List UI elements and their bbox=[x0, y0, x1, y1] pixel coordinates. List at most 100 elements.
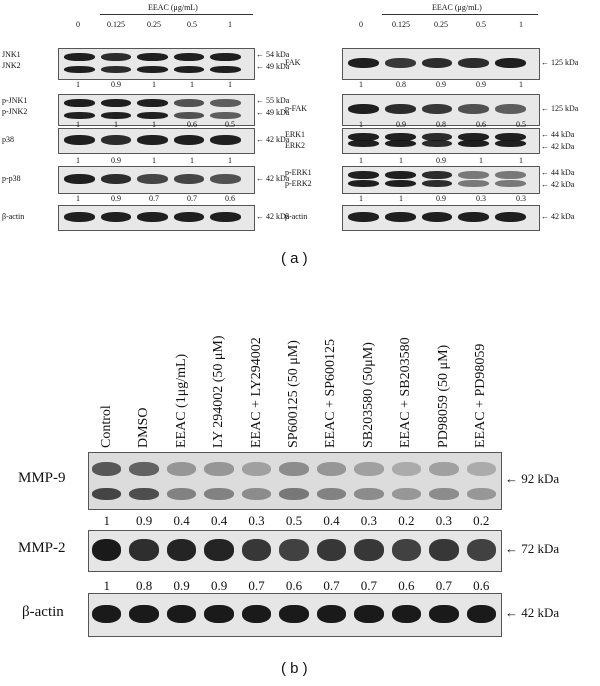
b-density-value: 0.9 bbox=[136, 513, 153, 528]
right-band bbox=[458, 140, 490, 147]
right-eeac-header: EEAC (μg/mL) bbox=[432, 3, 482, 12]
b-lane-label: EEAC + SB203580 bbox=[398, 337, 414, 448]
b-density-value: 0.2 bbox=[473, 513, 490, 528]
left-density-value: 1 bbox=[114, 120, 118, 129]
right-row-label: FAK bbox=[285, 58, 301, 67]
right-density-value: 1 bbox=[359, 194, 363, 203]
right-marker: ← 42 kDa bbox=[541, 142, 575, 151]
b-density-value: 0.7 bbox=[323, 578, 340, 593]
left-lane-header: 1 bbox=[228, 20, 232, 29]
left-density-value: 1 bbox=[76, 194, 80, 203]
b-density-value: 0.4 bbox=[173, 513, 190, 528]
left-density-value: 0.5 bbox=[225, 120, 235, 129]
b-band bbox=[466, 605, 496, 623]
right-row-label: ERK2 bbox=[285, 141, 305, 150]
b-band bbox=[166, 539, 197, 561]
right-row-label: p-ERK2 bbox=[285, 179, 312, 188]
left-band bbox=[173, 112, 205, 119]
right-band bbox=[384, 171, 416, 179]
left-band bbox=[64, 112, 95, 119]
left-density-value: 0.9 bbox=[111, 194, 121, 203]
b-band bbox=[429, 462, 459, 476]
b-density-value: 0.6 bbox=[285, 578, 303, 593]
b-lane-label: Control bbox=[98, 405, 114, 448]
b-band bbox=[204, 539, 234, 561]
b-band bbox=[391, 488, 422, 500]
right-band bbox=[495, 180, 526, 187]
b-band bbox=[241, 462, 272, 476]
right-lane-header: 0.25 bbox=[434, 20, 448, 29]
right-band bbox=[348, 133, 379, 141]
right-marker: ← 44 kDa bbox=[541, 130, 575, 139]
b-band bbox=[129, 462, 159, 476]
b-band bbox=[316, 605, 347, 623]
right-band bbox=[421, 104, 453, 114]
left-eeac-header: EEAC (μg/mL) bbox=[148, 3, 198, 12]
right-band bbox=[348, 212, 379, 222]
b-band bbox=[166, 488, 197, 500]
left-row-label: p-p38 bbox=[2, 174, 21, 183]
right-band bbox=[348, 171, 379, 179]
left-band bbox=[210, 99, 241, 107]
right-density-value: 0.3 bbox=[516, 194, 526, 203]
b-density-value: 0.5 bbox=[285, 513, 303, 528]
left-density-value: 1 bbox=[152, 120, 156, 129]
right-band bbox=[421, 133, 453, 141]
b-band bbox=[316, 539, 347, 561]
right-band bbox=[421, 140, 453, 147]
b-density-value: 0.4 bbox=[210, 513, 228, 528]
left-band bbox=[64, 212, 95, 222]
right-density-value: 0.8 bbox=[436, 120, 446, 129]
right-density-value: 0.8 bbox=[396, 80, 406, 89]
right-band bbox=[421, 171, 453, 179]
left-density-value: 0.9 bbox=[111, 80, 121, 89]
left-density-value: 1 bbox=[152, 156, 156, 165]
b-band bbox=[391, 539, 422, 561]
left-band bbox=[173, 99, 205, 107]
b-density-value: 0.7 bbox=[435, 578, 452, 593]
b-band bbox=[316, 488, 347, 500]
right-band bbox=[458, 171, 490, 179]
right-density-value: 0.9 bbox=[436, 194, 446, 203]
left-density-value: 1 bbox=[76, 156, 80, 165]
left-lane-header: 0.5 bbox=[187, 20, 197, 29]
b-band bbox=[279, 605, 309, 623]
b-blot bbox=[88, 452, 502, 510]
right-band bbox=[458, 58, 490, 68]
left-band bbox=[137, 174, 168, 184]
b-lane-label: EEAC + LY294002 bbox=[248, 337, 264, 448]
b-density-value: 0.9 bbox=[210, 578, 228, 593]
left-density-value: 1 bbox=[190, 156, 194, 165]
panel-b-label: ( b ) bbox=[281, 660, 308, 677]
left-band bbox=[64, 99, 95, 107]
left-band bbox=[173, 135, 205, 145]
b-band bbox=[241, 605, 272, 623]
b-band bbox=[466, 488, 496, 500]
left-density-value: 1 bbox=[190, 80, 194, 89]
left-band bbox=[100, 53, 132, 61]
left-band bbox=[137, 66, 168, 73]
b-band bbox=[166, 462, 197, 476]
b-density-value: 0.8 bbox=[136, 578, 153, 593]
b-band bbox=[316, 462, 347, 476]
b-density-value: 0.7 bbox=[248, 578, 265, 593]
right-band bbox=[495, 58, 526, 68]
right-band bbox=[458, 133, 490, 141]
b-band bbox=[466, 539, 496, 561]
left-lane-header: 0.25 bbox=[147, 20, 161, 29]
left-band bbox=[100, 112, 132, 119]
right-band bbox=[495, 140, 526, 147]
right-band bbox=[348, 104, 379, 114]
left-band bbox=[210, 135, 241, 145]
left-row-label: p-JNK1 bbox=[2, 96, 28, 105]
right-density-value: 1 bbox=[359, 156, 363, 165]
left-density-value: 0.7 bbox=[187, 194, 197, 203]
left-density-value: 0.9 bbox=[111, 156, 121, 165]
right-band bbox=[458, 104, 490, 114]
b-band bbox=[391, 605, 422, 623]
right-band bbox=[384, 140, 416, 147]
right-band bbox=[495, 133, 526, 141]
right-header-line bbox=[382, 14, 538, 15]
b-band bbox=[354, 539, 384, 561]
b-band bbox=[92, 605, 122, 623]
